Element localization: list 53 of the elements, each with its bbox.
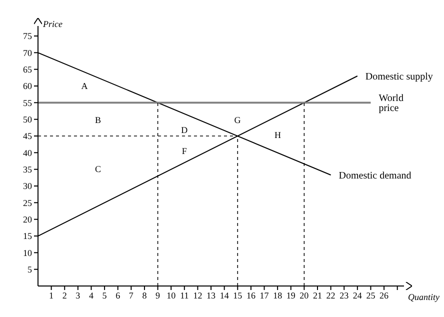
y-tick-label: 10 [23, 248, 32, 258]
x-tick-label: 22 [326, 290, 336, 300]
annotation: D [181, 125, 188, 135]
y-tick-label: 65 [23, 64, 32, 75]
annotation: H [274, 130, 281, 140]
y-tick-label: 45 [23, 131, 32, 142]
x-tick-label: 17 [260, 290, 270, 300]
y-tick-label: 5 [28, 264, 32, 275]
x-tick-label: 1 [49, 290, 54, 300]
y-tick-label: 25 [23, 198, 32, 208]
y-tick-label: 60 [23, 81, 32, 92]
y-tick-label: 75 [23, 31, 32, 42]
series-label: World price [378, 93, 404, 114]
annotation: F [182, 146, 187, 156]
y-tick-label: 55 [23, 98, 32, 108]
series-label: Domestic demand [338, 170, 412, 182]
x-tick-label: 21 [312, 290, 322, 300]
annotation: G [234, 114, 241, 125]
x-tick-label: 7 [128, 290, 134, 300]
x-tick-label: 11 [180, 290, 189, 300]
x-tick-label: 26 [380, 290, 390, 300]
x-tick-label: 10 [166, 290, 176, 300]
y-tick-label: 35 [23, 164, 32, 175]
series-label: Domestic supply [365, 72, 433, 83]
y-tick-label: 50 [23, 114, 32, 125]
annotation: C [95, 164, 102, 174]
x-tick-label: 25 [366, 290, 376, 300]
x-tick-label: 5 [102, 290, 108, 300]
y-axis-title: Price [42, 19, 62, 29]
y-tick-label: 30 [23, 181, 32, 192]
x-tick-label: 3 [76, 290, 81, 300]
annotation: B [95, 114, 102, 125]
x-tick-label: 4 [88, 290, 94, 300]
x-tick-label: 12 [193, 290, 202, 300]
x-tick-label: 19 [286, 290, 296, 300]
x-tick-label: 23 [340, 290, 350, 300]
x-axis-title: Quantity [408, 292, 440, 302]
x-tick-label: 8 [142, 290, 148, 300]
x-tick-label: 16 [246, 290, 256, 300]
annotation: A [81, 80, 88, 91]
x-tick-label: 9 [156, 290, 161, 300]
x-tick-label: 14 [220, 290, 230, 300]
x-tick-label: 13 [206, 290, 216, 300]
x-tick-label: 24 [352, 290, 362, 300]
y-tick-label: 40 [23, 148, 32, 158]
y-tick-label: 15 [23, 231, 32, 242]
y-tick-label: 70 [23, 48, 32, 58]
x-tick-label: 18 [273, 290, 283, 300]
x-tick-label: 2 [62, 290, 67, 300]
x-tick-label: 6 [116, 290, 121, 300]
x-tick-label: 20 [300, 290, 310, 300]
y-tick-label: 20 [23, 214, 32, 225]
x-tick-label: 15 [233, 290, 243, 300]
